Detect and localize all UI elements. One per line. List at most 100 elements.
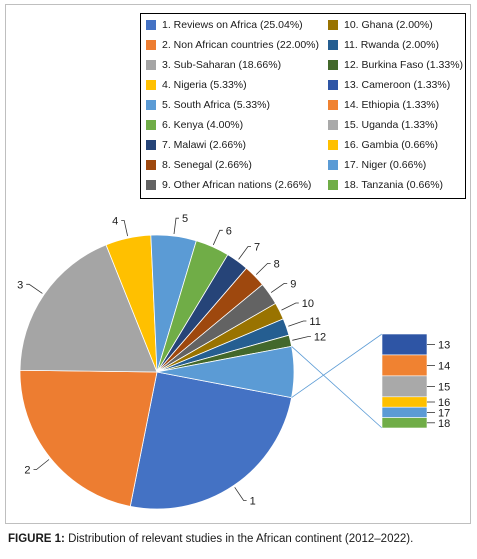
leader-line-9 <box>270 282 288 293</box>
leader-line-7 <box>238 246 251 260</box>
legend-label: 3. Sub-Saharan (18.66%) <box>162 58 282 71</box>
slice-label-5: 5 <box>182 213 188 225</box>
slice-label-11: 11 <box>309 316 320 328</box>
legend-item-10: 10. Ghana (2.00%) <box>328 17 433 32</box>
legend-item-2: 2. Non African countries (22.00%) <box>146 37 319 52</box>
slice-label-10: 10 <box>302 298 314 310</box>
slice-label-9: 9 <box>290 278 296 290</box>
legend-swatch <box>328 19 338 30</box>
slice-label-4: 4 <box>112 216 118 228</box>
connector-line-bottom <box>291 346 383 429</box>
bar-label-18: 18 <box>438 418 450 430</box>
bar-segment-15 <box>381 375 428 398</box>
pie-slice-3 <box>19 244 158 373</box>
legend-label: 8. Senegal (2.66%) <box>162 158 252 171</box>
legend-label: 9. Other African nations (2.66%) <box>162 178 312 191</box>
bar-segment-13 <box>381 333 428 356</box>
legend-swatch <box>146 39 156 50</box>
legend-label: 11. Rwanda (2.00%) <box>344 38 439 51</box>
slice-label-6: 6 <box>226 225 232 237</box>
legend-item-15: 15. Uganda (1.33%) <box>328 117 438 132</box>
slice-label-2: 2 <box>24 465 30 477</box>
legend-label: 2. Non African countries (22.00%) <box>162 38 319 51</box>
legend-swatch <box>328 79 338 90</box>
slice-label-7: 7 <box>254 242 260 254</box>
legend-label: 15. Uganda (1.33%) <box>344 118 438 131</box>
legend-label: 18. Tanzania (0.66%) <box>344 178 444 191</box>
pie-slice-1 <box>129 371 293 510</box>
bar-segment-16 <box>381 396 428 408</box>
bar-segment-14 <box>381 354 428 377</box>
legend-label: 6. Kenya (4.00%) <box>162 118 244 131</box>
legend-label: 5. South Africa (5.33%) <box>162 98 270 111</box>
legend-item-18: 18. Tanzania (0.66%) <box>328 177 443 192</box>
legend-swatch <box>328 99 338 110</box>
legend-label: 16. Gambia (0.66%) <box>344 138 438 151</box>
bar-label-15: 15 <box>438 381 450 393</box>
leader-line-4 <box>121 220 128 237</box>
figure-frame <box>5 4 471 524</box>
legend-swatch <box>328 59 338 70</box>
legend-swatch <box>328 179 338 190</box>
legend-swatch <box>146 139 156 150</box>
legend-swatch <box>146 19 156 30</box>
leader-line-5 <box>173 217 179 235</box>
legend-swatch <box>328 119 338 130</box>
pie-slice-other <box>156 345 295 399</box>
legend-item-12: 12. Burkina Faso (1.33%) <box>328 57 463 72</box>
leader-line-1 <box>234 487 247 501</box>
legend-swatch <box>146 99 156 110</box>
leader-line-2 <box>33 459 50 470</box>
bar-segment-18 <box>381 417 428 429</box>
legend-item-11: 11. Rwanda (2.00%) <box>328 37 439 52</box>
legend-swatch <box>146 179 156 190</box>
slice-label-12: 12 <box>314 332 326 344</box>
pie-slice-2 <box>19 369 158 507</box>
slice-label-1: 1 <box>250 496 256 508</box>
bar-label-14: 14 <box>438 360 450 372</box>
legend-item-6: 6. Kenya (4.00%) <box>146 117 243 132</box>
legend-item-3: 3. Sub-Saharan (18.66%) <box>146 57 281 72</box>
legend-item-1: 1. Reviews on Africa (25.04%) <box>146 17 303 32</box>
bar-segment-17 <box>381 406 428 418</box>
slice-label-3: 3 <box>17 279 23 291</box>
legend-item-8: 8. Senegal (2.66%) <box>146 157 252 172</box>
legend-label: 10. Ghana (2.00%) <box>344 18 433 31</box>
leader-line-10 <box>281 302 299 311</box>
legend-swatch <box>328 159 338 170</box>
legend-swatch <box>328 39 338 50</box>
slice-label-8: 8 <box>274 258 280 270</box>
leader-line-8 <box>255 262 271 275</box>
legend-swatch <box>146 79 156 90</box>
legend-label: 17. Niger (0.66%) <box>344 158 427 171</box>
caption-text: Distribution of relevant studies in the … <box>64 533 414 545</box>
legend-label: 1. Reviews on Africa (25.04%) <box>162 18 303 31</box>
leader-line-3 <box>26 283 43 294</box>
legend-item-13: 13. Cameroon (1.33%) <box>328 77 450 92</box>
legend-swatch <box>328 139 338 150</box>
legend-item-17: 17. Niger (0.66%) <box>328 157 426 172</box>
legend-label: 12. Burkina Faso (1.33%) <box>344 58 464 71</box>
legend-swatch <box>146 59 156 70</box>
legend-item-5: 5. South Africa (5.33%) <box>146 97 270 112</box>
legend-item-16: 16. Gambia (0.66%) <box>328 137 438 152</box>
caption-label: FIGURE 1: <box>8 533 65 545</box>
legend-label: 13. Cameroon (1.33%) <box>344 78 451 91</box>
figure-caption: FIGURE 1: Distribution of relevant studi… <box>8 533 413 545</box>
legend-label: 14. Ethiopia (1.33%) <box>344 98 440 111</box>
legend-item-7: 7. Malawi (2.66%) <box>146 137 246 152</box>
legend-item-9: 9. Other African nations (2.66%) <box>146 177 311 192</box>
legend-item-4: 4. Nigeria (5.33%) <box>146 77 247 92</box>
bar-label-17: 17 <box>438 407 450 419</box>
leader-line-11 <box>288 320 307 327</box>
chart-legend: 1. Reviews on Africa (25.04%) 2. Non Afri… <box>140 13 466 199</box>
legend-item-14: 14. Ethiopia (1.33%) <box>328 97 439 112</box>
bar-label-13: 13 <box>438 340 450 352</box>
leader-line-6 <box>212 229 223 246</box>
legend-label: 7. Malawi (2.66%) <box>162 138 247 151</box>
legend-swatch <box>146 159 156 170</box>
legend-swatch <box>146 119 156 130</box>
bar-label-16: 16 <box>438 397 450 409</box>
legend-label: 4. Nigeria (5.33%) <box>162 78 247 91</box>
